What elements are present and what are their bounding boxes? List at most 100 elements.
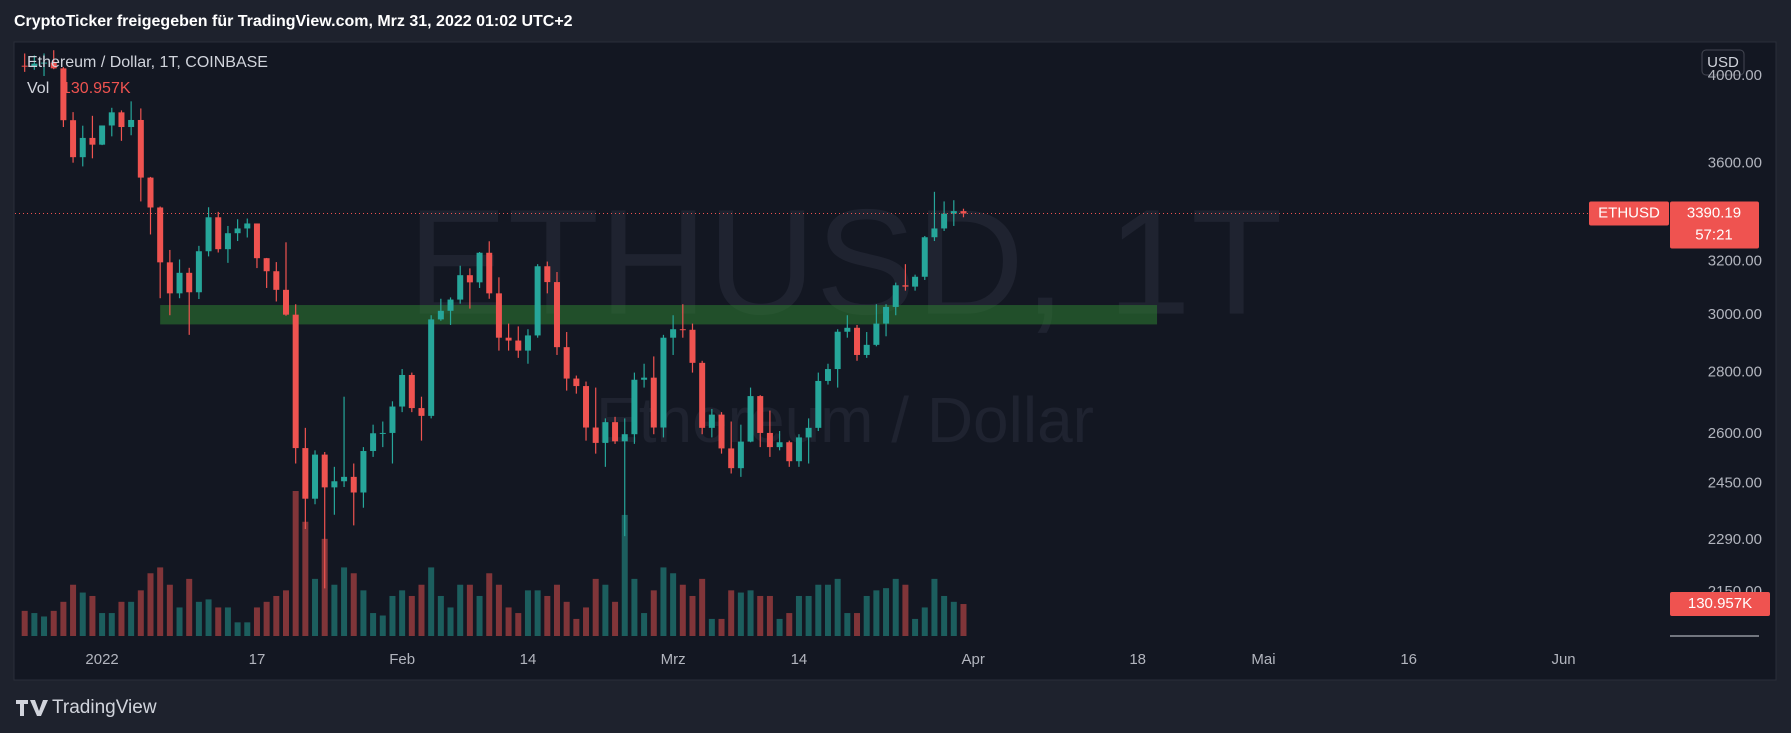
- volume-bar: [747, 590, 754, 636]
- volume-bar: [854, 613, 861, 636]
- volume-bar: [960, 604, 967, 636]
- plot: [21, 50, 1158, 636]
- candle-body: [457, 275, 464, 300]
- volume-bar: [253, 607, 260, 636]
- volume-bar: [776, 618, 783, 636]
- volume-bar: [428, 567, 435, 636]
- candle-body: [118, 112, 125, 128]
- volume-bar: [244, 622, 251, 636]
- volume-bar: [824, 584, 831, 636]
- volume-bar: [641, 613, 648, 636]
- volume-bar: [670, 573, 677, 636]
- volume-bar: [302, 521, 309, 636]
- volume-badge: [1670, 592, 1770, 617]
- candle-body: [195, 251, 202, 293]
- volume-bar: [476, 595, 483, 636]
- volume-bar: [612, 601, 619, 636]
- candle-body: [805, 427, 812, 438]
- x-tick-label: 18: [1129, 651, 1146, 668]
- y-tick-label: 2290.00: [1708, 531, 1762, 548]
- price-label: 3390.19: [1687, 205, 1741, 222]
- legend-volume-name: Vol: [27, 80, 49, 97]
- volume-bar: [408, 595, 415, 636]
- candle-body: [931, 228, 938, 238]
- volume-bar: [166, 584, 173, 636]
- candle-body: [776, 442, 783, 448]
- candle-body: [234, 228, 241, 234]
- volume-bar: [941, 595, 948, 636]
- x-tick-label: Mrz: [661, 651, 686, 668]
- volume-bar: [631, 578, 638, 636]
- candle-body: [128, 119, 135, 128]
- candle-body: [718, 414, 725, 449]
- volume-bar: [205, 599, 212, 636]
- volume-bar: [195, 601, 202, 636]
- candle-body: [505, 337, 512, 341]
- candle-body: [854, 327, 861, 355]
- candle-body: [157, 207, 164, 263]
- candle-body: [515, 340, 522, 351]
- candle-body: [186, 272, 193, 293]
- candle-body: [631, 379, 638, 435]
- y-tick-label: 3600.00: [1708, 155, 1762, 172]
- volume-bar: [863, 595, 870, 636]
- candle-body: [824, 369, 831, 381]
- volume-bar: [544, 595, 551, 636]
- currency-label[interactable]: USD: [1707, 54, 1739, 71]
- volume-bar: [186, 578, 193, 636]
- volume-bar: [457, 584, 464, 636]
- candle-body: [331, 481, 338, 488]
- volume-bar: [757, 595, 764, 636]
- volume-bar: [563, 601, 570, 636]
- candle-body: [602, 422, 609, 443]
- candle-body: [844, 327, 851, 332]
- volume-bar: [282, 590, 289, 636]
- candle-body: [79, 137, 86, 158]
- y-tick-label: 3000.00: [1708, 306, 1762, 323]
- volume-bar: [873, 590, 880, 636]
- volume-bar: [273, 595, 280, 636]
- candle-body: [612, 422, 619, 442]
- volume-bar: [679, 584, 686, 636]
- volume-bar: [718, 618, 725, 636]
- candle-body: [428, 319, 435, 416]
- volume-bar: [31, 613, 38, 636]
- candle-body: [689, 329, 696, 363]
- candle-body: [873, 323, 880, 345]
- volume-badge-label: 130.957K: [1688, 595, 1752, 612]
- volume-bar: [50, 610, 57, 636]
- volume-bar: [360, 590, 367, 636]
- volume-bar: [786, 613, 793, 636]
- candle-body: [273, 271, 280, 290]
- candle-body: [524, 335, 531, 351]
- volume-bar: [312, 578, 319, 636]
- volume-bar: [70, 584, 77, 636]
- volume-bar: [399, 590, 406, 636]
- currency-box[interactable]: [1701, 49, 1745, 76]
- candle-body: [205, 217, 212, 252]
- candle-body: [408, 374, 415, 409]
- footer-logo: [16, 700, 48, 716]
- volume-bar: [728, 590, 735, 636]
- candle-body: [108, 112, 115, 126]
- watermark-name: Ethereum / Dollar: [596, 384, 1094, 456]
- candle-body: [60, 68, 67, 121]
- volume-bar: [486, 573, 493, 636]
- candle-body: [399, 374, 406, 407]
- volume-bar: [466, 584, 473, 636]
- y-tick-label: 2800.00: [1708, 364, 1762, 381]
- candle-body: [89, 137, 96, 145]
- candle-body: [99, 125, 106, 145]
- x-tick-label: 14: [520, 651, 537, 668]
- volume-bar: [379, 615, 386, 636]
- candle-body: [553, 282, 560, 348]
- footer-text: TradingView: [52, 697, 157, 718]
- volume-bar: [795, 595, 802, 636]
- volume-bar: [41, 616, 48, 636]
- volume-bar: [234, 622, 241, 636]
- candle-body: [321, 454, 328, 488]
- candle-body: [389, 406, 396, 433]
- candle-body: [650, 377, 657, 428]
